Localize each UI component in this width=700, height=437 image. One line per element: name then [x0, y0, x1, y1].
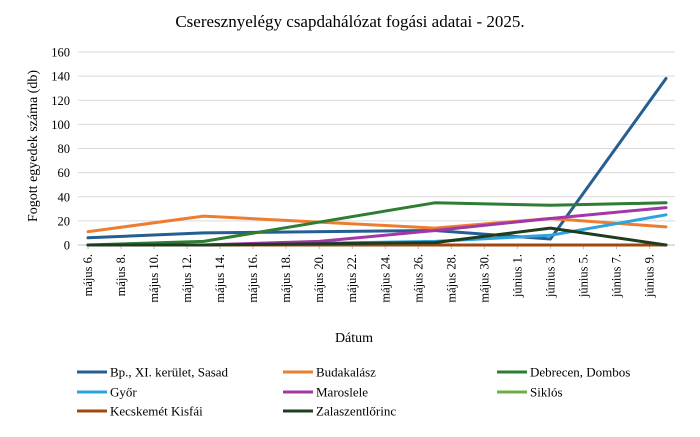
x-tick-label: május 8. — [114, 254, 128, 296]
chart-title: Cseresznyelégy csapdahálózat fogási adat… — [175, 12, 524, 31]
legend-label: Debrecen, Dombos — [530, 365, 630, 380]
y-tick-label: 0 — [64, 239, 70, 253]
legend-label: Budakalász — [316, 365, 376, 380]
x-tick-label: május 10. — [147, 254, 161, 303]
y-axis-label: Fogott egyedek száma (db) — [26, 70, 41, 222]
y-tick-label: 20 — [58, 214, 71, 228]
series-line-debrecen-dombos — [86, 201, 668, 247]
x-tick-label: május 16. — [246, 254, 260, 303]
axes: 0 20 40 60 80 100 120 140 160 május 6. május 8. máj… — [51, 46, 675, 303]
x-axis-label: Dátum — [335, 331, 373, 346]
y-tick-label: 40 — [58, 190, 71, 204]
x-tick-label: június 7. — [609, 254, 623, 298]
legend-label: Maroslele — [316, 385, 368, 400]
x-tick-label: május 24. — [378, 254, 392, 303]
y-tick-label: 160 — [51, 46, 70, 60]
legend-label: Bp., XI. kerület, Sasad — [110, 365, 229, 380]
legend-label: Győr — [110, 385, 137, 400]
y-tick-label: 100 — [51, 118, 70, 132]
x-tick-label: május 6. — [81, 254, 95, 296]
x-tick-label: május 28. — [444, 254, 458, 303]
y-tick-label: 120 — [51, 94, 70, 108]
x-tick-label: május 20. — [312, 254, 326, 303]
x-tick-label: május 18. — [279, 254, 293, 303]
x-tick-label: június 5. — [576, 254, 590, 298]
x-tick-label: május 22. — [345, 254, 359, 303]
y-tick-label: 140 — [51, 70, 70, 84]
x-tick-label: május 14. — [213, 254, 227, 303]
legend: Bp., XI. kerület, Sasad Budakalász Debrece… — [77, 365, 630, 419]
series-line-zalaszentlorinc — [86, 226, 668, 247]
x-tick-label: május 30. — [477, 254, 491, 303]
x-tick-label: május 26. — [411, 254, 425, 303]
gridlines — [78, 51, 675, 222]
x-tick-label: május 12. — [180, 254, 194, 303]
x-tick-label: június 9. — [642, 254, 656, 298]
legend-label: Kecskemét Kisfái — [110, 404, 203, 419]
legend-label: Zalaszentlőrinc — [316, 404, 396, 419]
y-tick-label: 60 — [58, 166, 71, 180]
series-lines — [86, 77, 668, 247]
x-tick-label: június 3. — [543, 254, 557, 298]
legend-label: Siklós — [530, 385, 563, 400]
y-tick-label: 80 — [58, 142, 71, 156]
series-line-budakalasz — [86, 214, 668, 234]
x-tick-label: június 1. — [510, 254, 524, 298]
